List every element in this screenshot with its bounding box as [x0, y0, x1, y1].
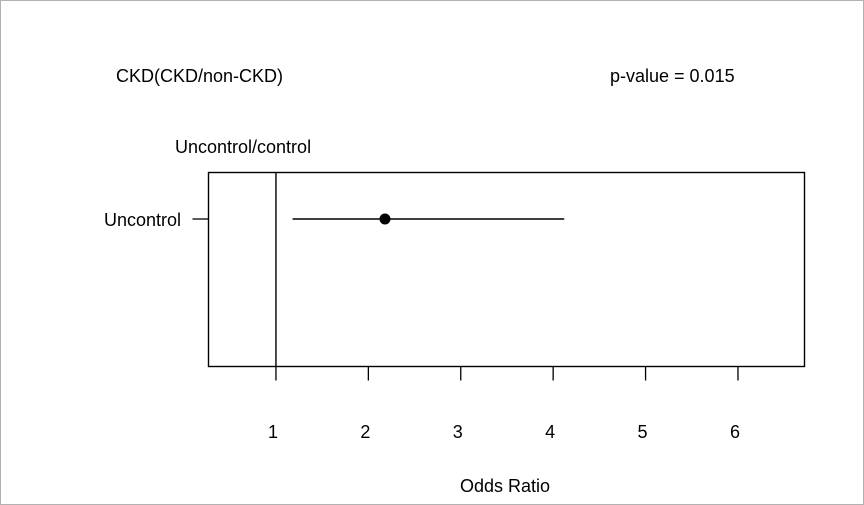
point-estimate: [379, 213, 391, 225]
x-tick-label: 5: [638, 422, 648, 442]
plot-area: [207, 171, 806, 368]
comparison-subtitle: Uncontrol/control: [175, 137, 311, 157]
p-value-annotation: p-value = 0.015: [610, 66, 735, 86]
row-label: Uncontrol: [104, 210, 181, 230]
x-tick-label: 2: [360, 422, 370, 442]
x-axis-label: Odds Ratio: [460, 476, 550, 496]
x-tick-label: 4: [545, 422, 555, 442]
x-axis: 1 2 3 4 5 6: [268, 366, 740, 442]
forest-rows: Uncontrol: [104, 210, 565, 230]
x-tick-label: 1: [268, 422, 278, 442]
x-tick-label: 3: [453, 422, 463, 442]
x-tick-label: 6: [730, 422, 740, 442]
chart-title: CKD(CKD/non-CKD): [116, 66, 283, 86]
